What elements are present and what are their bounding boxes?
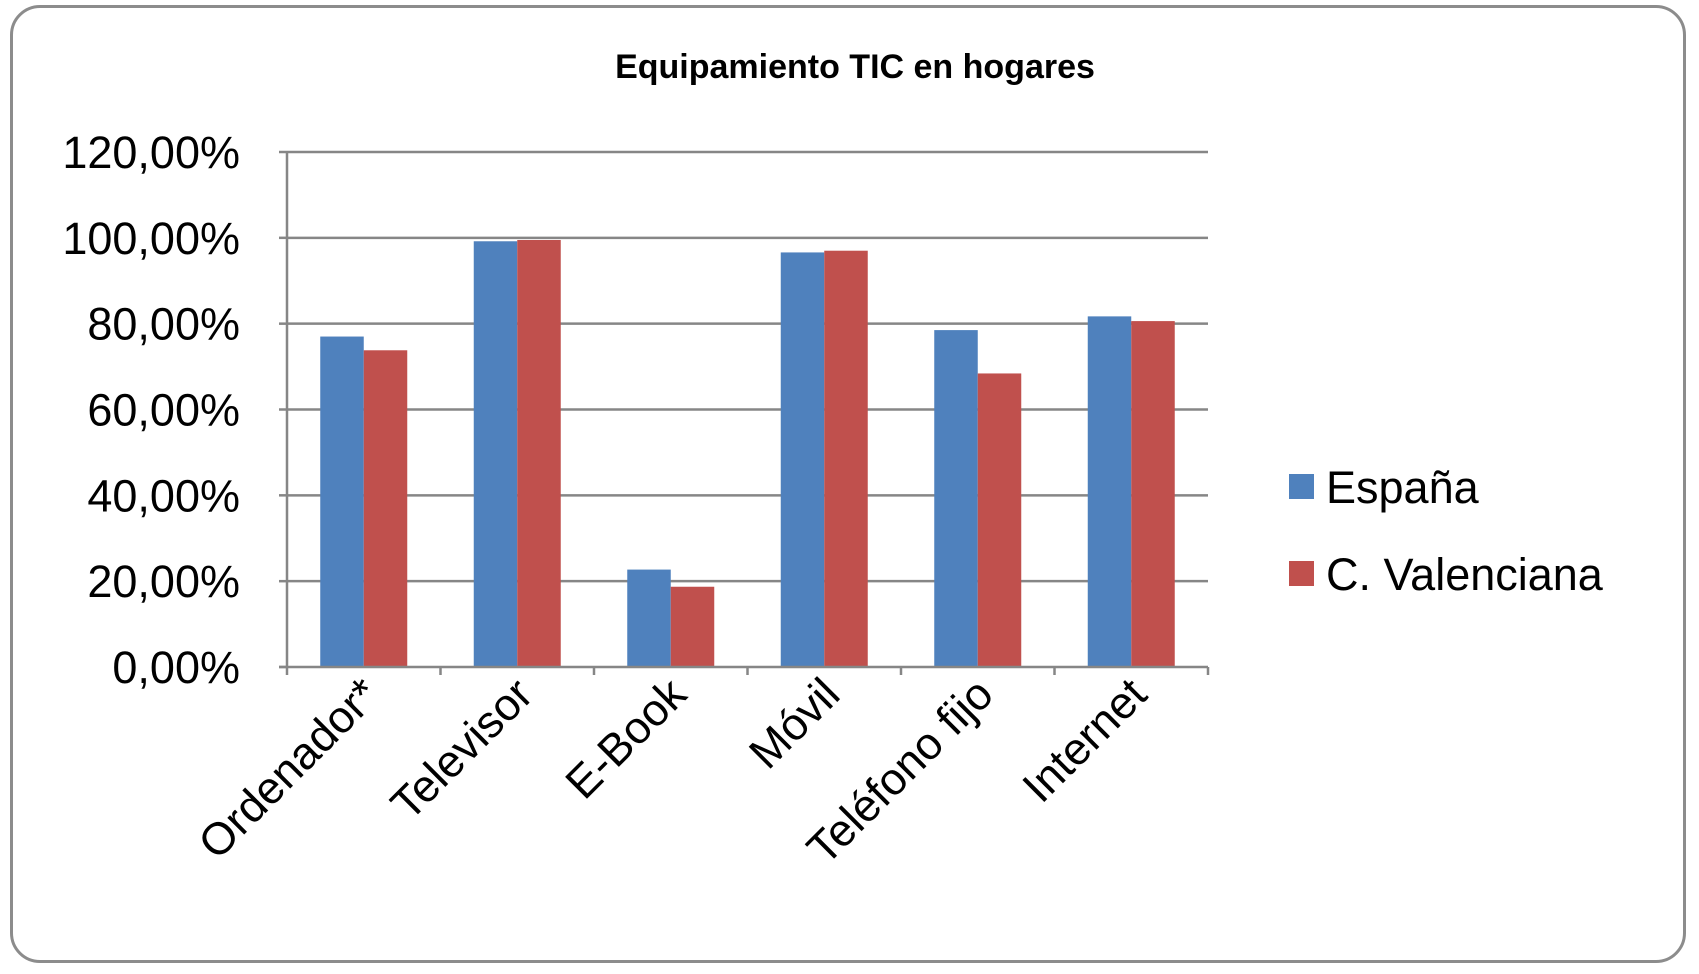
y-axis-tick-labels: 0,00% 20,00% 40,00% 60,00% 80,00% 100,00% 120,…: [62, 127, 240, 693]
axes: [279, 152, 1210, 675]
x-tick-label: Ordenador*: [188, 668, 389, 869]
chart-title: Equipamiento TIC en hogares: [615, 48, 1095, 86]
x-tick-label: Televisor: [381, 668, 543, 830]
legend-swatch: [1289, 474, 1314, 499]
y-tick-label: 20,00%: [87, 556, 240, 607]
bar: [320, 336, 364, 667]
bar: [977, 373, 1022, 667]
x-tick-label: E-Book: [555, 668, 696, 809]
bar: [1087, 316, 1132, 667]
bar: [1131, 321, 1175, 667]
bar: [473, 241, 518, 667]
bar: [824, 250, 868, 668]
bar: [363, 350, 408, 667]
y-tick-label: 0,00%: [112, 642, 240, 693]
bar: [517, 239, 561, 667]
legend-label: C. Valenciana: [1326, 549, 1604, 600]
legend: España C. Valenciana: [1289, 462, 1604, 600]
bar: [934, 330, 978, 667]
x-tick-label: Internet: [1012, 668, 1156, 812]
legend-swatch: [1289, 561, 1314, 586]
y-tick-label: 100,00%: [62, 213, 240, 264]
x-tick-label: Móvil: [739, 668, 849, 778]
y-tick-label: 80,00%: [87, 299, 240, 350]
y-tick-label: 40,00%: [87, 470, 240, 521]
y-tick-label: 60,00%: [87, 385, 240, 436]
bars: [320, 239, 1175, 668]
bar: [627, 569, 671, 667]
bar: [780, 252, 825, 668]
bar: [670, 586, 715, 667]
y-tick-label: 120,00%: [62, 127, 240, 178]
legend-label: España: [1326, 462, 1480, 513]
gridlines: [279, 150, 1208, 669]
